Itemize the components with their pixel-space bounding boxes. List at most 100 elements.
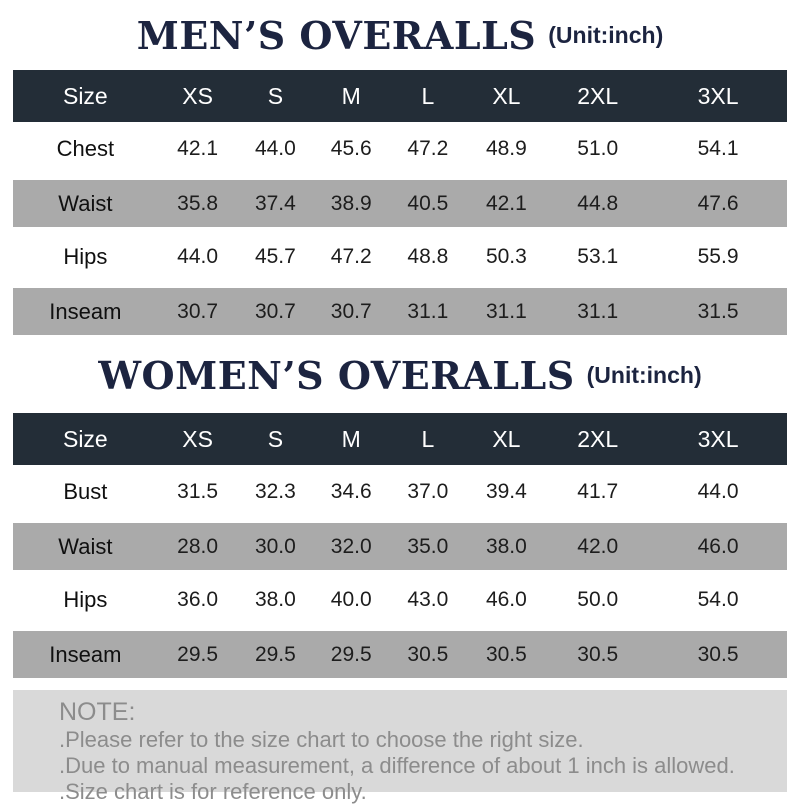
table-cell: 42.1 <box>177 137 219 160</box>
table-cell: 31.5 <box>177 480 219 503</box>
women-row-waist: Waist 28.0 30.0 32.0 35.0 38.0 42.0 46.0 <box>13 519 787 573</box>
men-column-header-xl: XL <box>492 82 521 109</box>
table-cell: 32.3 <box>254 480 296 503</box>
table-cell: 44.0 <box>254 137 296 160</box>
table-cell: 45.6 <box>330 137 372 160</box>
table-cell: 54.0 <box>697 588 739 611</box>
table-cell: 38.0 <box>485 534 527 558</box>
table-cell: 55.9 <box>697 245 739 268</box>
table-cell: 44.0 <box>697 480 739 503</box>
men-title-text: MEN’S OVERALLS <box>136 12 537 58</box>
table-cell: 28.0 <box>177 534 219 558</box>
women-row-inseam: Inseam 29.5 29.5 29.5 30.5 30.5 30.5 30.… <box>13 627 787 681</box>
row-label: Inseam <box>49 298 122 324</box>
note-line: .Due to manual measurement, a difference… <box>59 753 735 778</box>
note-block: NOTE: .Please refer to the size chart to… <box>13 690 787 804</box>
men-row-hips: Hips 44.0 45.7 47.2 48.8 50.3 53.1 55.9 <box>13 230 787 284</box>
women-column-header-m: M <box>341 425 361 452</box>
men-column-header-l: L <box>421 82 435 109</box>
men-column-header-2xl: 2XL <box>577 82 619 109</box>
table-cell: 47.2 <box>330 245 372 268</box>
women-size-table: Size XS S M L XL 2XL 3XL Bust 31.5 32.3 … <box>13 413 787 681</box>
table-cell: 36.0 <box>177 588 219 611</box>
table-cell: 50.0 <box>577 588 619 611</box>
table-cell: 50.3 <box>485 245 527 268</box>
men-column-header-xs: XS <box>182 82 213 109</box>
women-table-header-row: Size XS S M L XL 2XL 3XL <box>13 413 787 465</box>
table-cell: 43.0 <box>407 588 449 611</box>
men-unit-label: (Unit:inch) <box>548 21 664 48</box>
table-cell: 41.7 <box>577 480 619 503</box>
table-cell: 29.5 <box>254 642 296 666</box>
men-table-header-row: Size XS S M L XL 2XL 3XL <box>13 70 787 122</box>
table-cell: 37.0 <box>407 480 449 503</box>
table-cell: 30.5 <box>577 642 619 666</box>
table-cell: 30.5 <box>485 642 527 666</box>
women-row-hips: Hips 36.0 38.0 40.0 43.0 46.0 50.0 54.0 <box>13 573 787 627</box>
row-label: Waist <box>58 533 113 559</box>
table-cell: 48.9 <box>485 137 527 160</box>
table-cell: 30.5 <box>407 642 449 666</box>
men-row-waist: Waist 35.8 37.4 38.9 40.5 42.1 44.8 47.6 <box>13 176 787 230</box>
table-cell: 53.1 <box>577 245 619 268</box>
table-cell: 40.0 <box>330 588 372 611</box>
table-cell: 34.6 <box>330 480 372 503</box>
table-cell: 31.1 <box>407 299 449 323</box>
table-cell: 38.9 <box>330 191 372 215</box>
men-row-inseam: Inseam 30.7 30.7 30.7 31.1 31.1 31.1 31.… <box>13 284 787 338</box>
women-column-header-xl: XL <box>492 425 521 452</box>
table-cell: 46.0 <box>697 534 739 558</box>
men-column-header-3xl: 3XL <box>697 82 739 109</box>
women-section-title: WOMEN’S OVERALLS (Unit:inch) <box>13 338 787 413</box>
table-cell: 35.0 <box>407 534 449 558</box>
table-cell: 29.5 <box>330 642 372 666</box>
table-cell: 30.7 <box>330 299 372 323</box>
table-cell: 47.2 <box>407 137 449 160</box>
table-cell: 35.8 <box>177 191 219 215</box>
table-cell: 31.5 <box>697 299 739 323</box>
women-title-text: WOMEN’S OVERALLS <box>98 353 575 398</box>
table-cell: 38.0 <box>254 588 296 611</box>
row-label: Hips <box>63 587 108 612</box>
men-section-title: MEN’S OVERALLS (Unit:inch) <box>13 0 787 70</box>
table-cell: 40.5 <box>407 191 449 215</box>
men-row-chest: Chest 42.1 44.0 45.6 47.2 48.9 51.0 54.1 <box>13 122 787 176</box>
note-heading: NOTE: <box>59 698 136 726</box>
women-unit-label: (Unit:inch) <box>586 362 702 388</box>
row-label: Waist <box>58 190 113 216</box>
table-cell: 29.5 <box>177 642 219 666</box>
women-column-header-l: L <box>421 425 435 452</box>
note-line: .Please refer to the size chart to choos… <box>59 727 584 752</box>
women-column-header-size: Size <box>62 425 108 452</box>
table-cell: 45.7 <box>254 245 296 268</box>
row-label: Bust <box>63 479 108 504</box>
table-cell: 51.0 <box>577 137 619 160</box>
table-cell: 54.1 <box>697 137 739 160</box>
note-line: .Size chart is for reference only. <box>59 779 367 804</box>
table-cell: 30.5 <box>697 642 739 666</box>
table-cell: 37.4 <box>254 191 296 215</box>
women-column-header-s: S <box>267 425 284 452</box>
men-size-table: Size XS S M L XL 2XL 3XL Chest 42.1 44.0… <box>13 70 787 338</box>
women-column-header-xs: XS <box>182 425 213 452</box>
table-cell: 30.7 <box>254 299 296 323</box>
women-row-bust: Bust 31.5 32.3 34.6 37.0 39.4 41.7 44.0 <box>13 465 787 519</box>
table-cell: 47.6 <box>697 191 739 215</box>
table-cell: 42.0 <box>577 534 619 558</box>
table-cell: 39.4 <box>485 480 527 503</box>
table-cell: 46.0 <box>485 588 527 611</box>
row-label: Chest <box>56 136 115 161</box>
women-column-header-2xl: 2XL <box>577 425 619 452</box>
table-cell: 30.7 <box>177 299 219 323</box>
table-cell: 31.1 <box>577 299 619 323</box>
table-cell: 32.0 <box>330 534 372 558</box>
men-column-header-m: M <box>341 82 361 109</box>
row-label: Inseam <box>49 641 122 667</box>
table-cell: 44.0 <box>177 245 219 268</box>
women-column-header-3xl: 3XL <box>697 425 739 452</box>
table-cell: 42.1 <box>485 191 527 215</box>
row-label: Hips <box>63 244 108 269</box>
men-column-header-size: Size <box>62 82 108 109</box>
men-column-header-s: S <box>267 82 284 109</box>
